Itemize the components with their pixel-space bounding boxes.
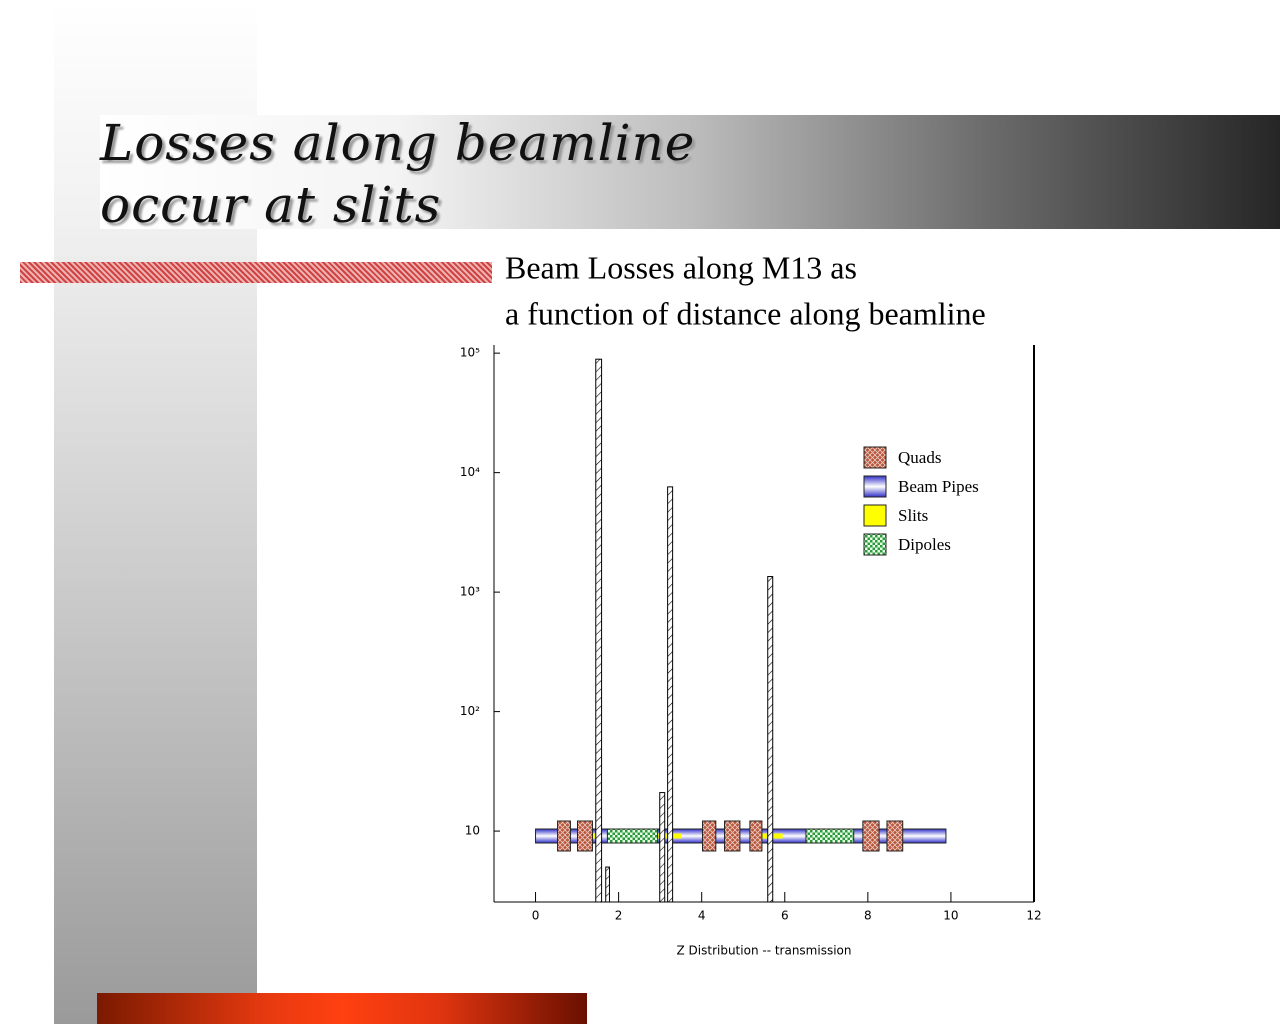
histogram-bar	[767, 576, 774, 903]
x-axis-label: Z Distribution -- transmission	[677, 944, 852, 958]
legend-swatch	[863, 504, 887, 527]
x-tick-label: 12	[1026, 909, 1041, 923]
histogram-bar	[667, 486, 674, 903]
beamline-element	[592, 833, 596, 839]
title-line: occur at slits	[100, 176, 442, 234]
beamline-element	[702, 820, 717, 852]
histogram-bar	[595, 358, 603, 903]
legend-label: Slits	[898, 506, 928, 525]
x-tick-label: 8	[864, 909, 872, 923]
x-tick-label: 2	[615, 909, 623, 923]
beamline-element	[557, 820, 571, 852]
y-tick-label: 10²	[460, 704, 480, 718]
beamline-element	[606, 828, 659, 844]
x-tick-label: 4	[698, 909, 706, 923]
decor-bar	[97, 993, 587, 1024]
histogram-bar	[605, 866, 610, 903]
y-tick-label: 10⁵	[460, 346, 480, 360]
legend-label: Beam Pipes	[898, 477, 979, 496]
beamline-element	[862, 820, 880, 852]
legend-label: Quads	[898, 448, 941, 467]
beamline-element	[724, 820, 741, 852]
legend-swatch	[863, 533, 887, 556]
x-tick-label: 10	[943, 909, 958, 923]
beamline-element	[886, 820, 904, 852]
chart-title: a function of distance along beamline	[505, 295, 986, 331]
legend-swatch	[863, 446, 887, 469]
title-line: Losses along beamline	[100, 114, 696, 172]
decor-bar	[20, 262, 492, 283]
chart-title: Beam Losses along M13 as	[505, 249, 857, 285]
beamline-element	[576, 820, 593, 852]
legend-swatch	[863, 475, 887, 498]
slide-title: Losses along beamline occur at slits	[100, 112, 695, 236]
histogram-bar	[659, 792, 666, 903]
title-band	[100, 115, 1280, 229]
beamline-element	[805, 828, 855, 844]
legend-label: Dipoles	[898, 535, 951, 554]
y-tick-label: 10⁴	[460, 465, 480, 479]
beamline-element	[749, 820, 763, 852]
y-tick-label: 10³	[460, 585, 480, 599]
x-tick-label: 6	[781, 909, 789, 923]
y-tick-label: 10	[465, 824, 480, 838]
x-tick-label: 0	[532, 909, 540, 923]
